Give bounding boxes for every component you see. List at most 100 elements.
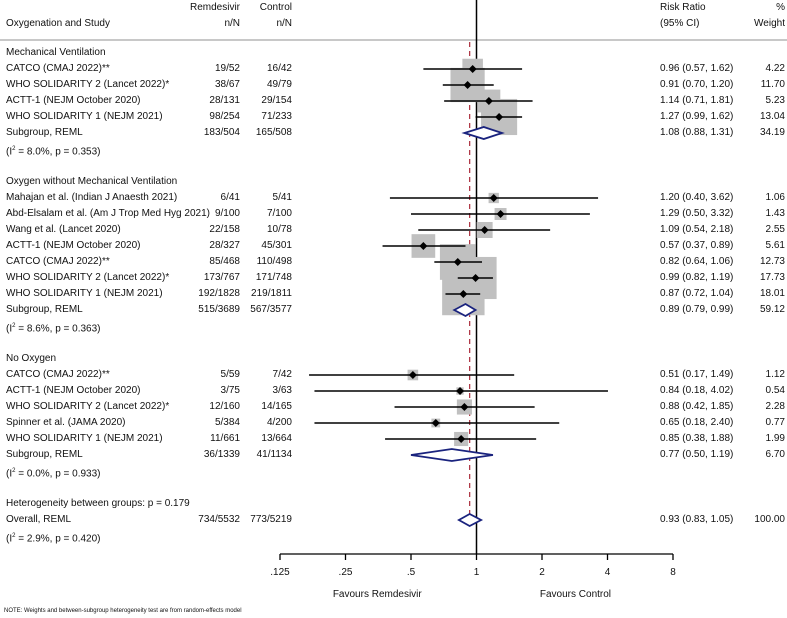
- point-estimate-marker: [480, 226, 489, 234]
- study-label: CATCO (CMAJ 2022)**: [6, 369, 110, 380]
- study-label: Subgroup, REML: [6, 449, 83, 460]
- risk-ratio-ci: 0.89 (0.79, 0.99): [660, 304, 734, 315]
- control-events: 171/748: [255, 272, 292, 283]
- study-label: WHO SOLIDARITY 2 (Lancet 2022)*: [6, 272, 170, 283]
- risk-ratio-ci: 0.51 (0.17, 1.49): [660, 369, 734, 380]
- weight-percent-header: %: [776, 2, 785, 13]
- x-tick-label: 1: [473, 567, 480, 578]
- weight-value: 1.06: [765, 192, 785, 203]
- study-label: Mahajan et al. (Indian J Anaesth 2021): [6, 192, 178, 203]
- weight-value: 11.70: [760, 79, 785, 90]
- remdesivir-events: 38/67: [214, 79, 240, 90]
- point-estimate-marker: [484, 97, 493, 105]
- heterogeneity-stat: (I2 = 8.6%, p = 0.363): [6, 323, 101, 335]
- remdesivir-events: 6/41: [220, 192, 240, 203]
- risk-ratio-ci: 0.93 (0.83, 1.05): [660, 514, 734, 525]
- weight-value: 18.01: [759, 288, 785, 299]
- control-events: 10/78: [266, 224, 292, 235]
- point-estimate-marker: [496, 210, 505, 218]
- risk-ratio-ci: 0.85 (0.38, 1.88): [660, 433, 734, 444]
- point-estimate-marker: [459, 290, 468, 298]
- risk-ratio-ci: 0.77 (0.50, 1.19): [660, 449, 734, 460]
- risk-ratio-ci: 0.84 (0.18, 4.02): [660, 385, 734, 396]
- remdesivir-events: 11/661: [210, 433, 240, 444]
- risk-ratio-ci: 0.87 (0.72, 1.04): [660, 288, 734, 299]
- control-events: 773/5219: [250, 514, 292, 525]
- weight-value: 59.12: [759, 304, 785, 315]
- study-label: WHO SOLIDARITY 1 (NEJM 2021): [6, 288, 163, 299]
- x-tick-label: .125: [270, 567, 290, 578]
- subgroup-diamond: [410, 448, 494, 462]
- remdesivir-events: 12/160: [209, 401, 240, 412]
- remdesivir-nN-header: n/N: [224, 18, 240, 29]
- x-tick-label: 2: [539, 567, 545, 578]
- remdesivir-events: 28/327: [209, 240, 240, 251]
- point-estimate-marker: [460, 403, 469, 411]
- ci-header: (95% CI): [660, 18, 700, 29]
- remdesivir-events: 192/1828: [198, 288, 240, 299]
- remdesivir-events: 183/504: [203, 127, 240, 138]
- remdesivir-events: 734/5532: [198, 514, 240, 525]
- remdesivir-events: 173/767: [203, 272, 240, 283]
- control-events: 5/41: [272, 192, 292, 203]
- weight-value: 6.70: [765, 449, 785, 460]
- point-estimate-marker: [463, 81, 472, 89]
- weight-value: 100.00: [754, 514, 785, 525]
- subgroup-diamond: [461, 126, 505, 140]
- weight-value: 2.55: [765, 224, 785, 235]
- weight-value: 1.12: [765, 369, 785, 380]
- control-events: 13/664: [261, 433, 292, 444]
- point-estimate-marker: [468, 65, 477, 73]
- point-estimate-marker: [419, 242, 428, 250]
- risk-ratio-ci: 1.27 (0.99, 1.62): [660, 111, 734, 122]
- x-tick-label: 4: [604, 567, 611, 578]
- point-estimate-marker: [408, 371, 417, 379]
- point-estimate-marker: [456, 387, 465, 395]
- study-label: WHO SOLIDARITY 1 (NEJM 2021): [6, 111, 163, 122]
- study-label: Subgroup, REML: [6, 304, 83, 315]
- weight-value: 5.23: [765, 95, 785, 106]
- heterogeneity-stat: (I2 = 0.0%, p = 0.933): [6, 468, 101, 480]
- weight-value: 0.77: [765, 417, 785, 428]
- group-heading: Mechanical Ventilation: [6, 47, 106, 58]
- remdesivir-events: 9/100: [214, 208, 240, 219]
- remdesivir-events: 515/3689: [198, 304, 240, 315]
- control-nN-header: n/N: [276, 18, 292, 29]
- weight-value: 17.73: [759, 272, 785, 283]
- risk-ratio-ci: 1.08 (0.88, 1.31): [660, 127, 734, 138]
- risk-ratio-ci: 1.09 (0.54, 2.18): [660, 224, 734, 235]
- favours-control-label: Favours Control: [539, 589, 612, 600]
- heterogeneity-stat: (I2 = 2.9%, p = 0.420): [6, 533, 101, 545]
- control-events: 14/165: [261, 401, 292, 412]
- remdesivir-events: 98/254: [209, 111, 240, 122]
- study-label: WHO SOLIDARITY 2 (Lancet 2022)*: [6, 79, 170, 90]
- remdesivir-events: 5/384: [214, 417, 240, 428]
- study-label: CATCO (CMAJ 2022)**: [6, 256, 110, 267]
- control-events: 567/3577: [250, 304, 292, 315]
- footnote: NOTE: Weights and between-subgroup heter…: [4, 608, 242, 614]
- control-events: 219/1811: [251, 288, 292, 299]
- control-events: 16/42: [266, 63, 292, 74]
- remdesivir-events: 28/131: [209, 95, 240, 106]
- study-label: ACTT-1 (NEJM October 2020): [6, 95, 141, 106]
- study-label: Overall, REML: [6, 514, 72, 525]
- weight-value: 1.43: [765, 208, 785, 219]
- risk-ratio-ci: 0.99 (0.82, 1.19): [660, 272, 734, 283]
- remdesivir-events: 36/1339: [203, 449, 240, 460]
- remdesivir-events: 19/52: [214, 63, 240, 74]
- risk-ratio-header: Risk Ratio: [660, 2, 706, 13]
- control-events: 3/63: [272, 385, 292, 396]
- favours-remdesivir-label: Favours Remdesivir: [332, 589, 422, 600]
- risk-ratio-ci: 0.57 (0.37, 0.89): [660, 240, 734, 251]
- study-column-header: Oxygenation and Study: [6, 18, 110, 29]
- x-tick-label: 8: [670, 567, 676, 578]
- study-label: Abd-Elsalam et al. (Am J Trop Med Hyg 20…: [6, 208, 210, 219]
- overall-diamond: [457, 512, 484, 528]
- risk-ratio-ci: 1.20 (0.40, 3.62): [660, 192, 734, 203]
- study-label: Subgroup, REML: [6, 127, 83, 138]
- remdesivir-header: Remdesivir: [189, 2, 240, 13]
- study-label: ACTT-1 (NEJM October 2020): [6, 240, 141, 251]
- control-events: 49/79: [266, 79, 292, 90]
- study-label: Spinner et al. (JAMA 2020): [6, 417, 126, 428]
